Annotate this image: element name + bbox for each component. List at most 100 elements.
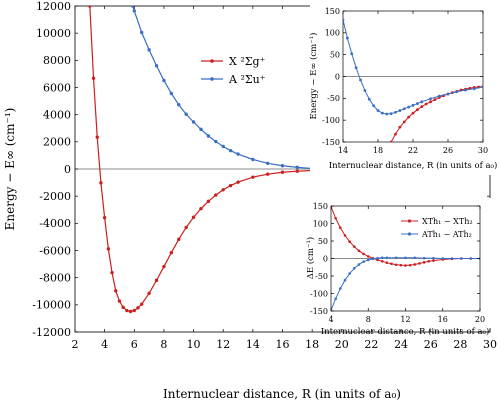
x-tick-label: 4 (328, 315, 333, 324)
series-1-point (411, 103, 415, 107)
series-1-point (357, 263, 361, 266)
series-0-point (418, 262, 421, 265)
series-1-point (154, 64, 159, 68)
series-0-point (140, 302, 144, 306)
series-0-point (413, 263, 417, 266)
x-tick-label: 10 (187, 338, 201, 351)
series-1-point (265, 161, 270, 165)
inset-top-series-group (343, 18, 483, 142)
series-0-point (177, 237, 181, 242)
series-1-point (206, 134, 211, 138)
series-0-point (380, 260, 384, 263)
series-1-point (131, 6, 135, 8)
series-0-point (147, 291, 151, 295)
series-0-point (132, 308, 136, 313)
x-tick-label: 16 (438, 315, 448, 324)
series-0-point (191, 215, 196, 219)
inset-bottom-y-ticks: -150 -100 -50 0 50 100 150 (310, 202, 480, 316)
legend-label-x-state: X ²Σg⁺ (229, 55, 266, 68)
series-clip-group (331, 206, 480, 311)
series-0-point (433, 98, 437, 102)
x-tick-label: 28 (453, 338, 467, 351)
inset-bottom-x-axis-label: Internuclear distance, R (in units of a₀… (321, 326, 490, 337)
x-tick-label: 20 (475, 315, 485, 324)
x-tick-label: 30 (478, 146, 488, 155)
series-1-point (334, 297, 337, 301)
series-0-point (184, 225, 188, 230)
series-0-point (389, 140, 393, 142)
y-tick-label: 8000 (43, 54, 71, 67)
series-1-point (343, 18, 345, 22)
y-tick-label: 100 (325, 29, 340, 38)
y-tick-label: 50 (318, 237, 328, 246)
series-0-point (357, 249, 361, 253)
series-0-point (106, 247, 111, 251)
series-1-point (481, 85, 483, 89)
inset-top-panel: 14 18 22 26 30 -150 -100 -50 0 50 100 150 Internuc… (308, 4, 497, 175)
series-0-point (128, 309, 133, 314)
series-1-point (385, 112, 389, 116)
y-tick-label: 0 (323, 254, 328, 263)
y-tick-label: -150 (322, 138, 340, 147)
series-1-point (402, 107, 406, 111)
series-0-point (352, 245, 356, 248)
y-tick-label: -12000 (32, 326, 71, 339)
series-0-point (334, 216, 337, 220)
series-0-point (102, 216, 107, 220)
series-1-point (371, 257, 375, 261)
series-1-point (429, 97, 432, 101)
series-1-point (446, 92, 450, 96)
series-0-point (399, 263, 403, 267)
series-1-point (221, 144, 225, 149)
series-0-point (136, 306, 140, 310)
series-0-point (427, 260, 431, 263)
series-0-point (366, 255, 370, 258)
series-1-point (140, 30, 144, 35)
series-0-point (280, 170, 285, 174)
series-0-point (407, 115, 411, 119)
legend-marker-a-state (210, 77, 214, 81)
series-0-point (228, 183, 233, 188)
series-1-point (367, 97, 371, 101)
y-tick-label: -100 (322, 116, 340, 125)
x-tick-label: 18 (373, 146, 383, 155)
y-tick-label: -6000 (39, 244, 71, 257)
series-0-point (114, 289, 118, 293)
x-tick-label: 8 (366, 315, 371, 324)
series-0-point (236, 180, 240, 184)
inset-top-y-axis-label: Energy − E∞ (cm⁻¹) (308, 33, 319, 120)
series-1-point (372, 104, 376, 108)
series-1-point (460, 257, 463, 260)
y-tick-label: -4000 (39, 217, 71, 230)
series-1-point (251, 157, 255, 162)
y-tick-label: 12000 (36, 0, 71, 13)
series-1-point (348, 272, 351, 275)
series-1-point (366, 258, 370, 262)
series-1-point (132, 9, 136, 13)
series-0-point (394, 132, 397, 136)
series-1-point (363, 89, 367, 92)
series-1-point (404, 256, 407, 260)
series-0-point (398, 125, 402, 129)
series-1-point (422, 256, 426, 260)
y-tick-label: 0 (64, 163, 71, 176)
y-tick-label: -100 (310, 289, 328, 298)
series-0-point (99, 181, 103, 185)
x-tick-label: 6 (131, 338, 138, 351)
series-0-point (169, 250, 174, 255)
x-tick-label: 26 (443, 146, 453, 155)
main-y-axis-label: Energy − E∞ (cm⁻¹) (3, 108, 17, 231)
series-0-point (265, 172, 270, 176)
x-tick-label: 22 (364, 338, 378, 351)
y-tick-label: -8000 (39, 272, 71, 285)
series-0-point (295, 169, 300, 173)
y-tick-label: 2000 (43, 136, 71, 149)
x-tick-label: 26 (424, 338, 438, 351)
y-tick-label: -2000 (39, 190, 71, 203)
series-1-point (464, 88, 467, 92)
x-tick-label: 12 (216, 338, 230, 351)
x-tick-label: 12 (400, 315, 410, 324)
x-tick-label: 16 (276, 338, 290, 351)
series-line-0 (390, 86, 483, 142)
series-1-point (214, 139, 218, 144)
